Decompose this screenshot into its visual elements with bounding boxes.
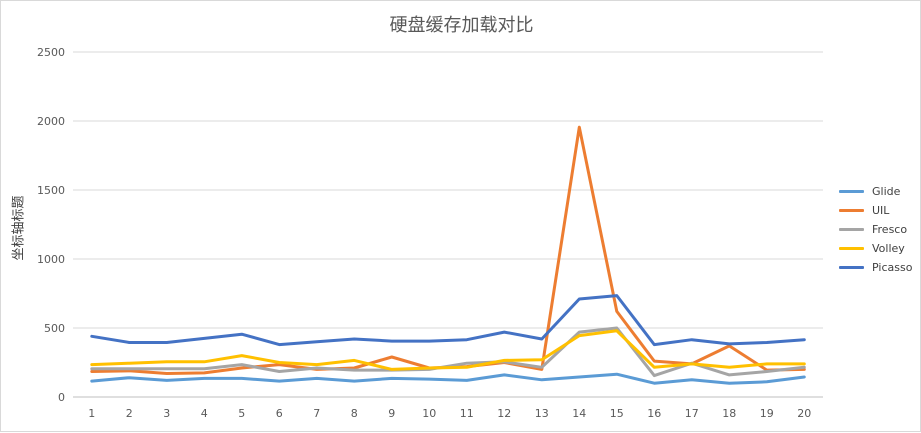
- legend-label: Volley: [872, 242, 905, 255]
- legend-swatch: [839, 209, 864, 212]
- y-tick-label: 0: [58, 391, 65, 404]
- x-tick-label: 13: [535, 407, 549, 420]
- y-tick-label: 1000: [37, 253, 65, 266]
- x-tick-label: 5: [238, 407, 245, 420]
- legend-swatch: [839, 247, 864, 250]
- legend-item-uil: UIL: [839, 201, 912, 220]
- x-tick-label: 14: [572, 407, 586, 420]
- legend-label: Picasso: [872, 261, 913, 274]
- legend-label: Glide: [872, 185, 901, 198]
- series-line-uil: [90, 125, 806, 375]
- legend-item-fresco: Fresco: [839, 220, 912, 239]
- x-tick-label: 7: [313, 407, 320, 420]
- y-tick-label: 2000: [37, 115, 65, 128]
- y-tick-label: 1500: [37, 184, 65, 197]
- x-tick-label: 11: [460, 407, 474, 420]
- x-tick-label: 16: [647, 407, 661, 420]
- series-line-volley: [90, 329, 806, 371]
- x-tick-label: 15: [610, 407, 624, 420]
- x-tick-label: 2: [126, 407, 133, 420]
- legend-label: Fresco: [872, 223, 908, 236]
- series-line-picasso: [90, 294, 806, 347]
- x-tick-label: 20: [797, 407, 811, 420]
- legend-swatch: [839, 228, 864, 231]
- x-tick-label: 12: [497, 407, 511, 420]
- x-tick-label: 4: [201, 407, 208, 420]
- legend-swatch: [839, 190, 864, 193]
- x-tick-label: 18: [722, 407, 736, 420]
- x-tick-label: 9: [388, 407, 395, 420]
- legend: Glide UIL Fresco Volley Picasso: [839, 182, 912, 277]
- legend-item-glide: Glide: [839, 182, 912, 201]
- series-line-glide: [90, 372, 806, 385]
- x-tick-label: 3: [163, 407, 170, 420]
- legend-item-picasso: Picasso: [839, 258, 912, 277]
- x-tick-label: 6: [276, 407, 283, 420]
- x-tick-label: 19: [760, 407, 774, 420]
- y-tick-label: 500: [44, 322, 65, 335]
- x-tick-label: 10: [422, 407, 436, 420]
- x-tick-label: 17: [685, 407, 699, 420]
- legend-swatch: [839, 266, 864, 269]
- y-tick-label: 2500: [37, 46, 65, 59]
- legend-label: UIL: [872, 204, 890, 217]
- x-tick-label: 1: [88, 407, 95, 420]
- chart-title: 硬盘缓存加载对比: [389, 15, 534, 36]
- x-tick-label: 8: [351, 407, 358, 420]
- legend-item-volley: Volley: [839, 239, 912, 258]
